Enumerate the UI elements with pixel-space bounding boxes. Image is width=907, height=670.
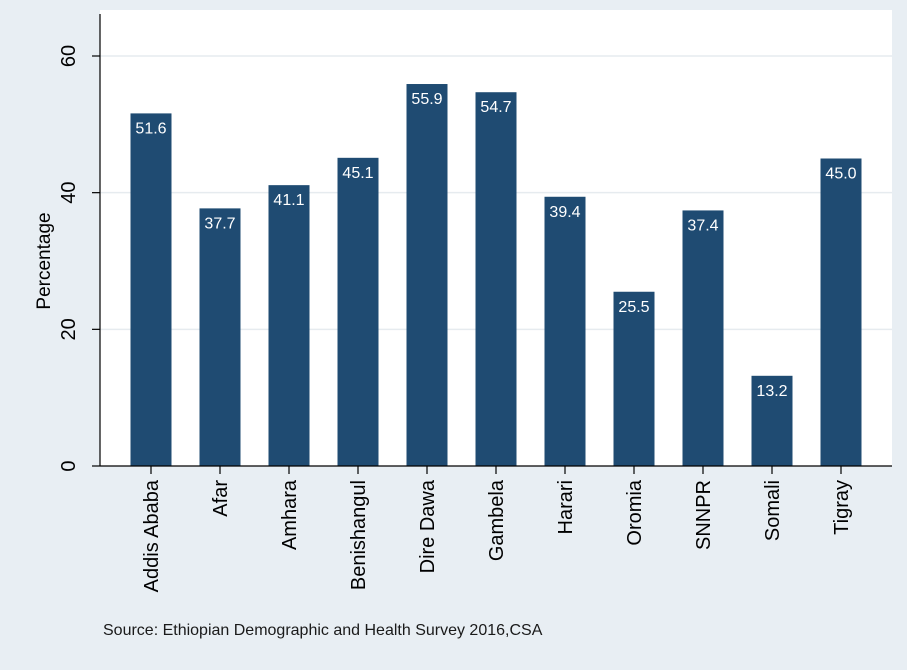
- y-tick-label: 60: [58, 45, 80, 67]
- bar: [820, 158, 862, 466]
- bar-value-label: 37.7: [204, 215, 235, 232]
- y-tick-label: 0: [58, 460, 80, 471]
- x-tick-label: Dire Dawa: [417, 479, 439, 573]
- bar: [130, 113, 172, 467]
- bar-value-label: 25.5: [618, 299, 649, 316]
- bar: [751, 375, 793, 466]
- bar-value-label: 45.1: [342, 165, 373, 182]
- bar-value-label: 51.6: [135, 120, 166, 137]
- x-tick-label: Oromia: [624, 479, 646, 545]
- bar-value-label: 41.1: [273, 192, 304, 209]
- bar-value-label: 45.0: [825, 166, 856, 183]
- bar-value-label: 37.4: [687, 217, 718, 234]
- bar-value-label: 39.4: [549, 204, 580, 221]
- y-axis-label: Percentage: [34, 212, 55, 309]
- x-tick-label: Tigray: [831, 480, 853, 535]
- bar: [613, 291, 655, 466]
- x-tick-label: Harari: [555, 480, 577, 534]
- source-note: Source: Ethiopian Demographic and Health…: [103, 622, 543, 639]
- bar: [682, 210, 724, 466]
- bar: [544, 196, 586, 466]
- bar: [337, 157, 379, 467]
- bar-value-label: 55.9: [411, 91, 442, 108]
- bar: [268, 185, 310, 466]
- x-tick-label: Addis Ababa: [141, 479, 163, 592]
- x-tick-label: Amhara: [279, 479, 301, 550]
- bar-value-label: 13.2: [756, 383, 787, 400]
- x-tick-label: Afar: [210, 480, 232, 517]
- bar: [199, 208, 241, 466]
- y-tick-label: 20: [58, 318, 80, 340]
- x-tick-label: SNNPR: [693, 480, 715, 550]
- x-tick-label: Gambela: [486, 479, 508, 561]
- y-tick-label: 40: [58, 182, 80, 204]
- bar: [406, 84, 448, 467]
- bar: [475, 92, 517, 466]
- x-tick-label: Benishangul: [348, 480, 370, 590]
- x-tick-label: Somali: [762, 480, 784, 541]
- bar-value-label: 54.7: [480, 99, 511, 116]
